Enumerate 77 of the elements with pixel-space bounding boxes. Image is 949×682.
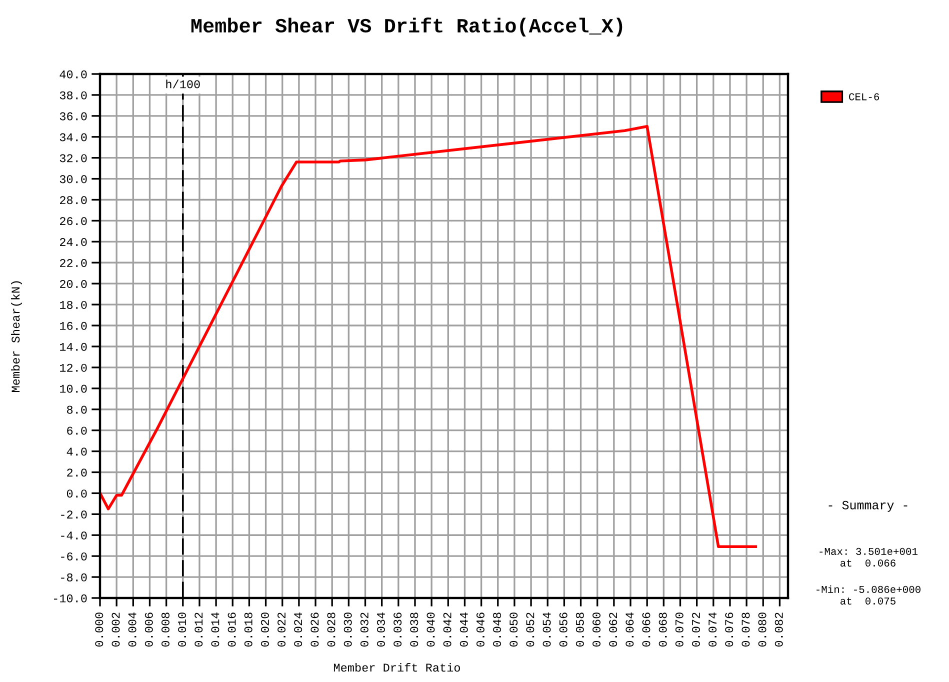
x-axis-title: Member Drift Ratio [334,663,460,672]
x-tick-label: 0.004 [128,612,136,647]
x-tick-label: 0.050 [510,612,518,647]
x-tick-label: 0.030 [344,612,352,647]
x-tick-label: 0.016 [228,612,236,647]
y-tick-label: -10.0 [54,594,87,602]
line-series [100,125,758,548]
y-tick-label: 6.0 [67,426,87,435]
x-tick-label: 0.046 [476,612,484,647]
y-tick-label: 36.0 [60,112,87,120]
y-tick-label: 4.0 [66,448,87,456]
x-tick-label: 0.054 [542,612,551,647]
x-tick-label: 0.010 [178,612,186,647]
x-tick-label: 0.034 [376,612,385,647]
x-tick-label: 0.070 [675,612,684,647]
x-tick-label: 0.062 [609,612,618,647]
x-tick-label: 0.048 [493,612,502,647]
x-tick-label: 0.056 [559,612,568,647]
y-axis-title: Member Shear(kN) [10,281,22,392]
x-tick-label: 0.064 [626,612,634,647]
text: -Max: 3.501e+001 at 0.066 [820,548,918,567]
x-tick-label: 0.008 [161,612,170,647]
y-tick-label: 14.0 [60,342,87,351]
x-tick-label: 0.028 [327,612,336,647]
x-tick-label: 0.042 [443,612,452,647]
x-tick-label: 0.038 [410,612,418,647]
y-tick-label: 2.0 [67,468,87,477]
y-tick-label: 24.0 [60,238,87,246]
x-tick-label: 0.018 [244,612,252,647]
x-tick-label: 0.080 [758,612,766,647]
x-tick-label: 0.074 [708,612,717,647]
x-tick-label: 0.078 [742,612,750,647]
y-tick-label: 26.0 [60,217,87,226]
y-tick-label: 8.0 [67,406,87,414]
x-tick-label: 0.072 [692,612,700,647]
x-tick-label: 0.066 [642,612,650,647]
chart-title: Member Shear VS Drift Ratio(Accel_X) [191,17,622,37]
y-tick-label: -8.0 [61,573,87,582]
y-tick-label: 22.0 [60,259,87,268]
x-tick-label: 0.006 [144,612,153,647]
y-tick-label: 10.0 [60,384,87,393]
x-tick-label: 0.022 [278,612,286,647]
x-tick-label: 0.044 [460,612,468,647]
legend-label: CEL-6 [849,93,880,100]
y-tick-label: 38.0 [60,91,87,100]
x-tick-label: 0.052 [526,612,534,647]
x-tick-label: 0.082 [774,612,783,647]
x-tick-label: 0.026 [310,612,319,647]
x-tick-label: 0.040 [426,612,435,647]
x-tick-label: 0.002 [112,612,120,647]
ref-line-label: h/100 [166,80,200,88]
x-tick-label: 0.014 [211,612,220,647]
y-tick-label: 12.0 [60,364,87,372]
y-tick-label: -2.0 [61,510,87,519]
x-tick-label: 0.036 [394,612,402,647]
x-tick-label: 0.020 [260,612,269,647]
y-tick-label: 16.0 [60,322,87,330]
y-tick-label: -4.0 [61,532,87,540]
x-tick-label: 0.060 [592,612,601,647]
y-tick-label: 18.0 [60,300,87,309]
x-tick-label: 0.012 [194,612,203,647]
x-tick-label: 0.068 [658,612,667,647]
y-tick-label: 32.0 [60,154,87,162]
y-tick-label: 30.0 [60,175,87,184]
y-tick-label: 34.0 [60,133,87,142]
x-tick-label: 0.032 [360,612,368,647]
y-tick-label: -6.0 [61,552,87,560]
x-tick-label: 0.076 [725,612,734,647]
y-tick-label: 20.0 [60,280,87,288]
text: - Summary - [828,500,908,512]
y-tick-label: 28.0 [60,196,87,204]
y-tick-label: 40.0 [60,70,87,78]
x-tick-label: 0.058 [576,612,584,647]
text: -Min: -5.086e+000 at 0.075 [816,585,920,605]
x-tick-label: 0.024 [294,612,302,647]
x-tick-label: 0.000 [95,612,104,647]
y-tick-label: 0.0 [66,490,87,498]
